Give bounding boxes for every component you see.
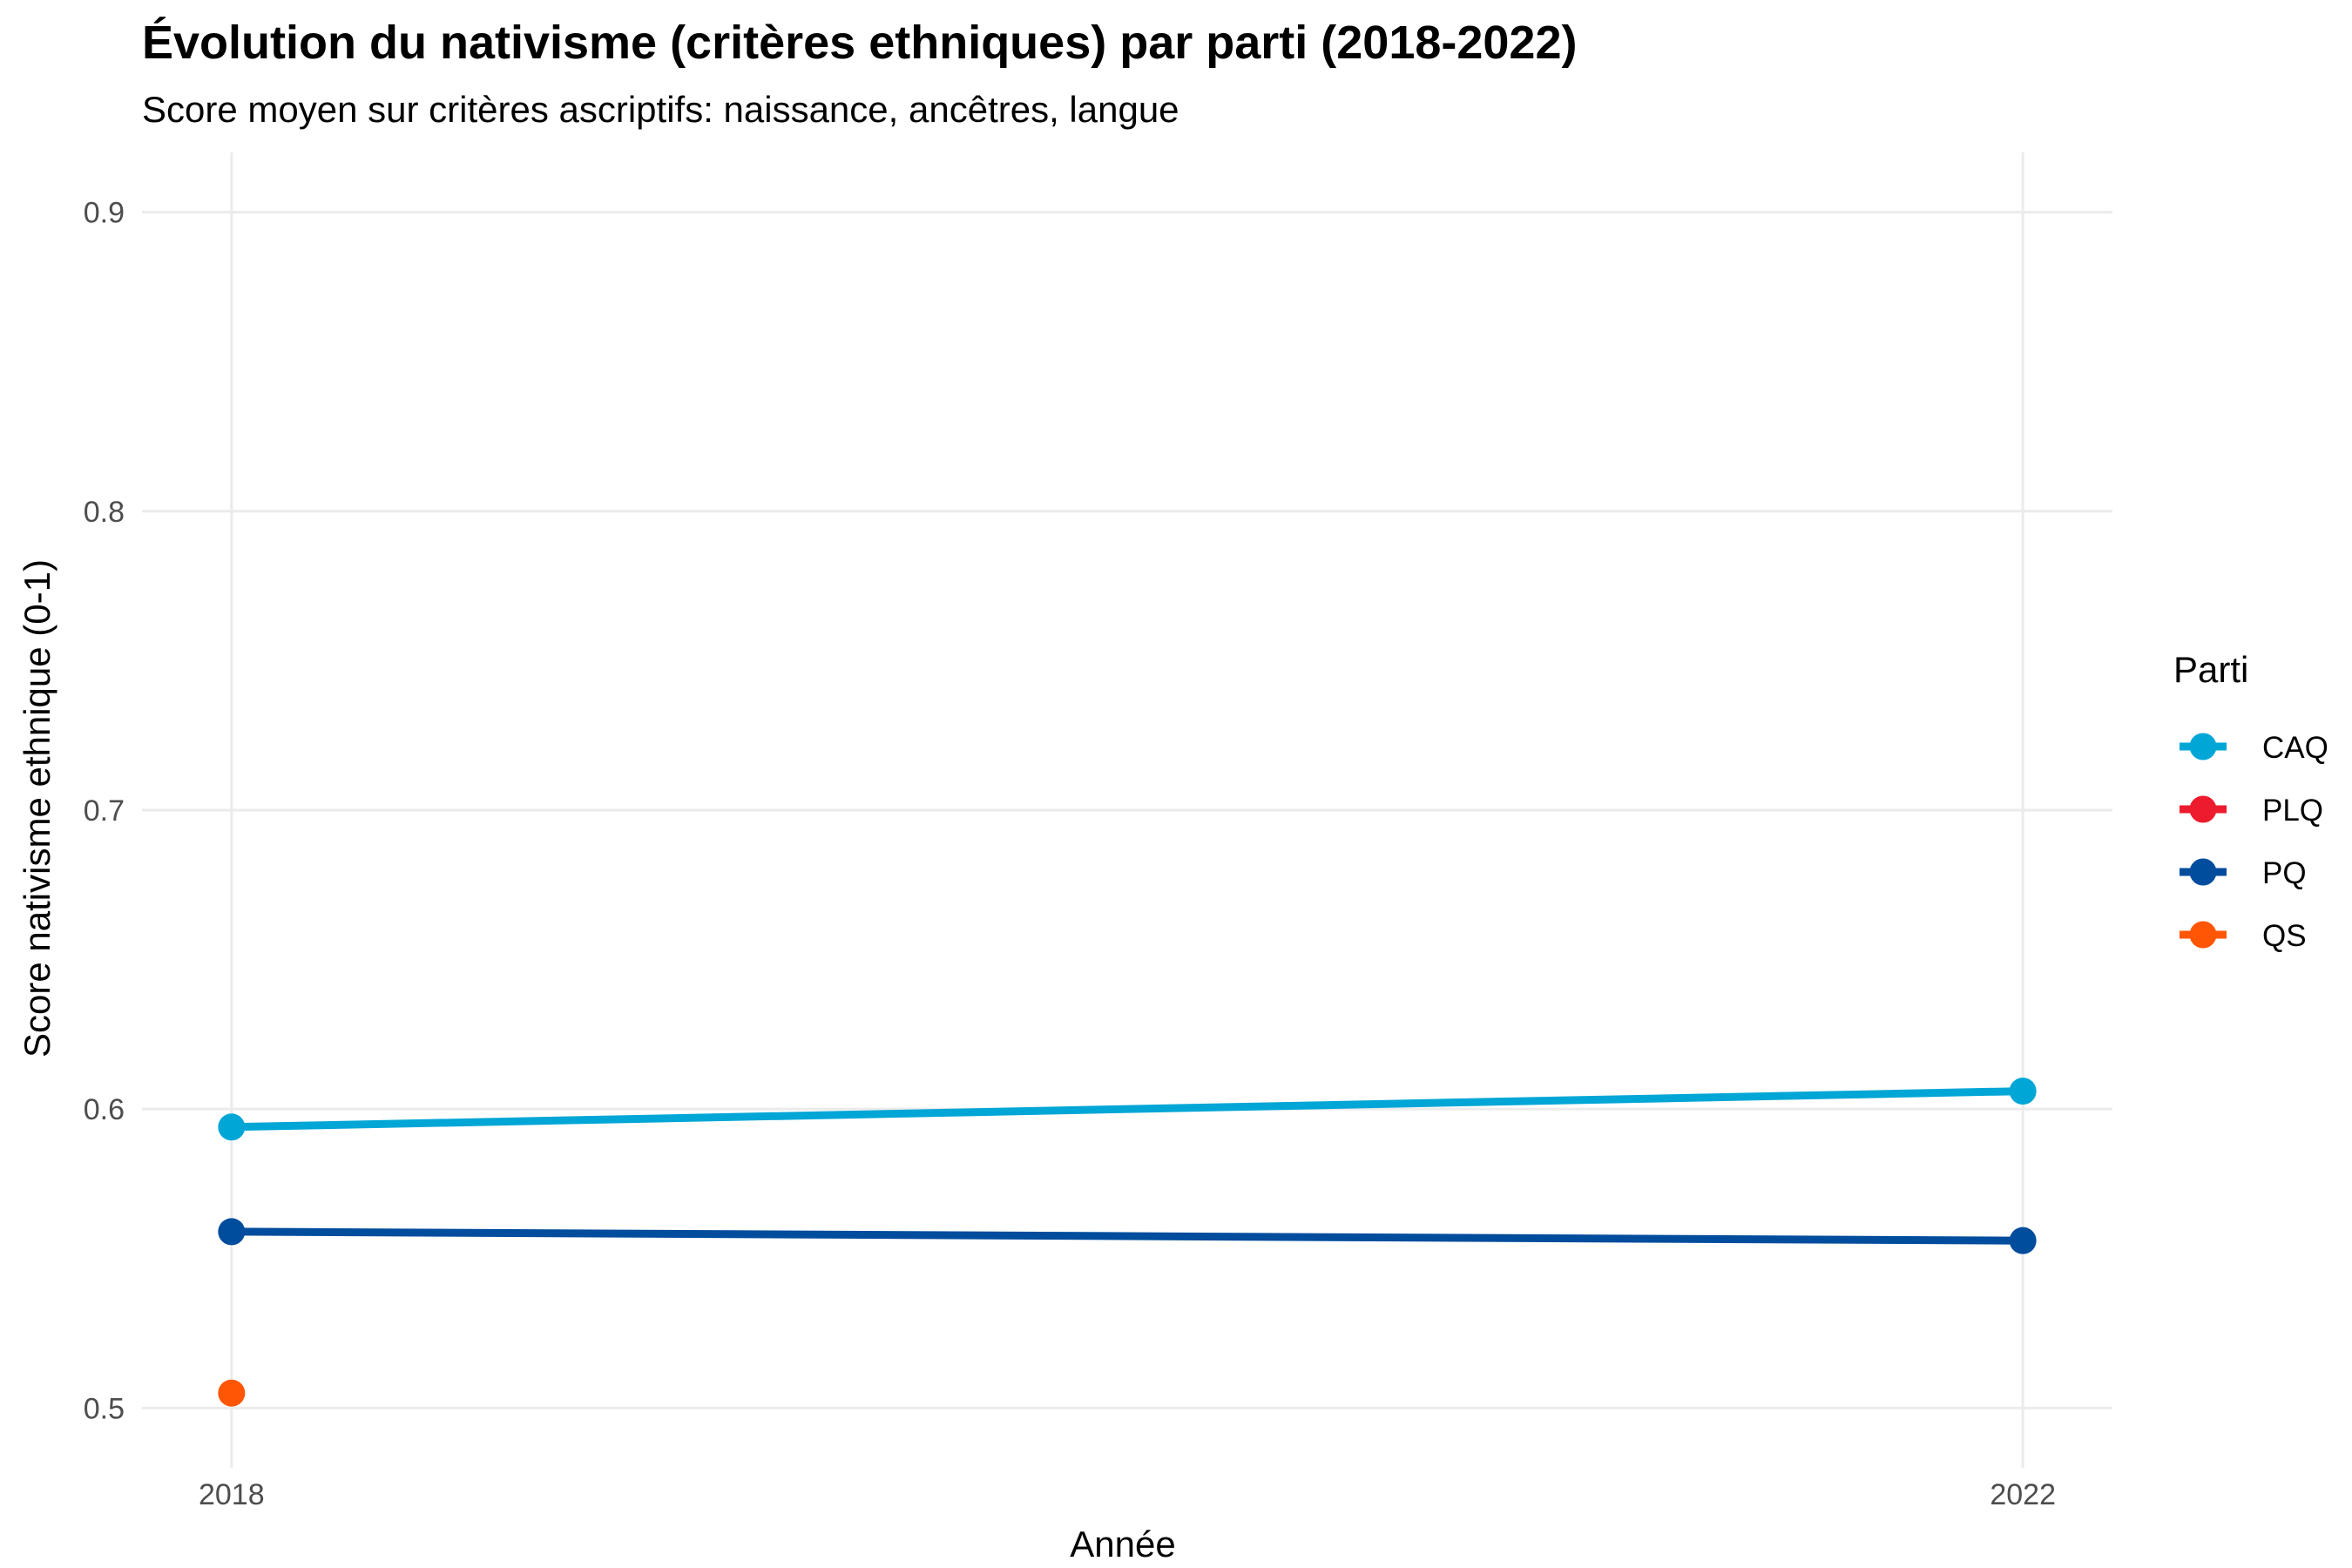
legend-label-caq: CAQ <box>2262 731 2328 765</box>
series-lines <box>231 1087 2024 1245</box>
chart-subtitle: Score moyen sur critères ascriptifs: nai… <box>142 89 1179 130</box>
x-tick-label: 2022 <box>1990 1478 2056 1511</box>
legend-item-plq: PLQ <box>2180 794 2323 828</box>
legend-key-point-plq <box>2189 795 2217 823</box>
legend-item-qs: QS <box>2180 919 2307 953</box>
y-tick-label: 0.8 <box>84 496 125 529</box>
y-tick-label: 0.7 <box>84 794 125 828</box>
chart-title: Évolution du nativisme (critères ethniqu… <box>142 17 1577 69</box>
legend: Parti CAQ PLQ PQ QS <box>2173 649 2328 953</box>
y-axis-label: Score nativisme ethnique (0-1) <box>17 559 57 1058</box>
legend-label-qs: QS <box>2262 919 2307 953</box>
series-line-caq <box>231 1087 2024 1132</box>
data-point-pq <box>2009 1227 2037 1254</box>
x-tick-labels: 2018 2022 <box>199 1478 2056 1511</box>
x-axis-label: Année <box>1070 1524 1175 1565</box>
data-point-qs <box>218 1379 246 1407</box>
series-line-pq <box>231 1227 2024 1245</box>
legend-label-pq: PQ <box>2262 856 2307 890</box>
y-tick-label: 0.5 <box>84 1392 125 1425</box>
legend-title: Parti <box>2173 649 2248 690</box>
y-gridlines <box>142 211 2112 1409</box>
legend-key-point-qs <box>2189 921 2217 949</box>
legend-key-point-caq <box>2189 733 2217 760</box>
data-point-caq <box>218 1113 246 1141</box>
data-point-caq <box>2009 1078 2037 1105</box>
y-tick-labels: 0.5 0.6 0.7 0.8 0.9 <box>84 197 125 1426</box>
legend-items: CAQ PLQ PQ QS <box>2180 731 2328 953</box>
legend-item-caq: CAQ <box>2180 731 2328 765</box>
y-tick-label: 0.9 <box>84 197 125 230</box>
legend-key-point-pq <box>2189 858 2217 886</box>
data-point-pq <box>218 1218 246 1246</box>
series-points <box>218 1078 2037 1407</box>
y-tick-label: 0.6 <box>84 1093 125 1126</box>
legend-label-plq: PLQ <box>2262 794 2323 828</box>
legend-item-pq: PQ <box>2180 856 2307 890</box>
x-tick-label: 2018 <box>199 1478 265 1511</box>
